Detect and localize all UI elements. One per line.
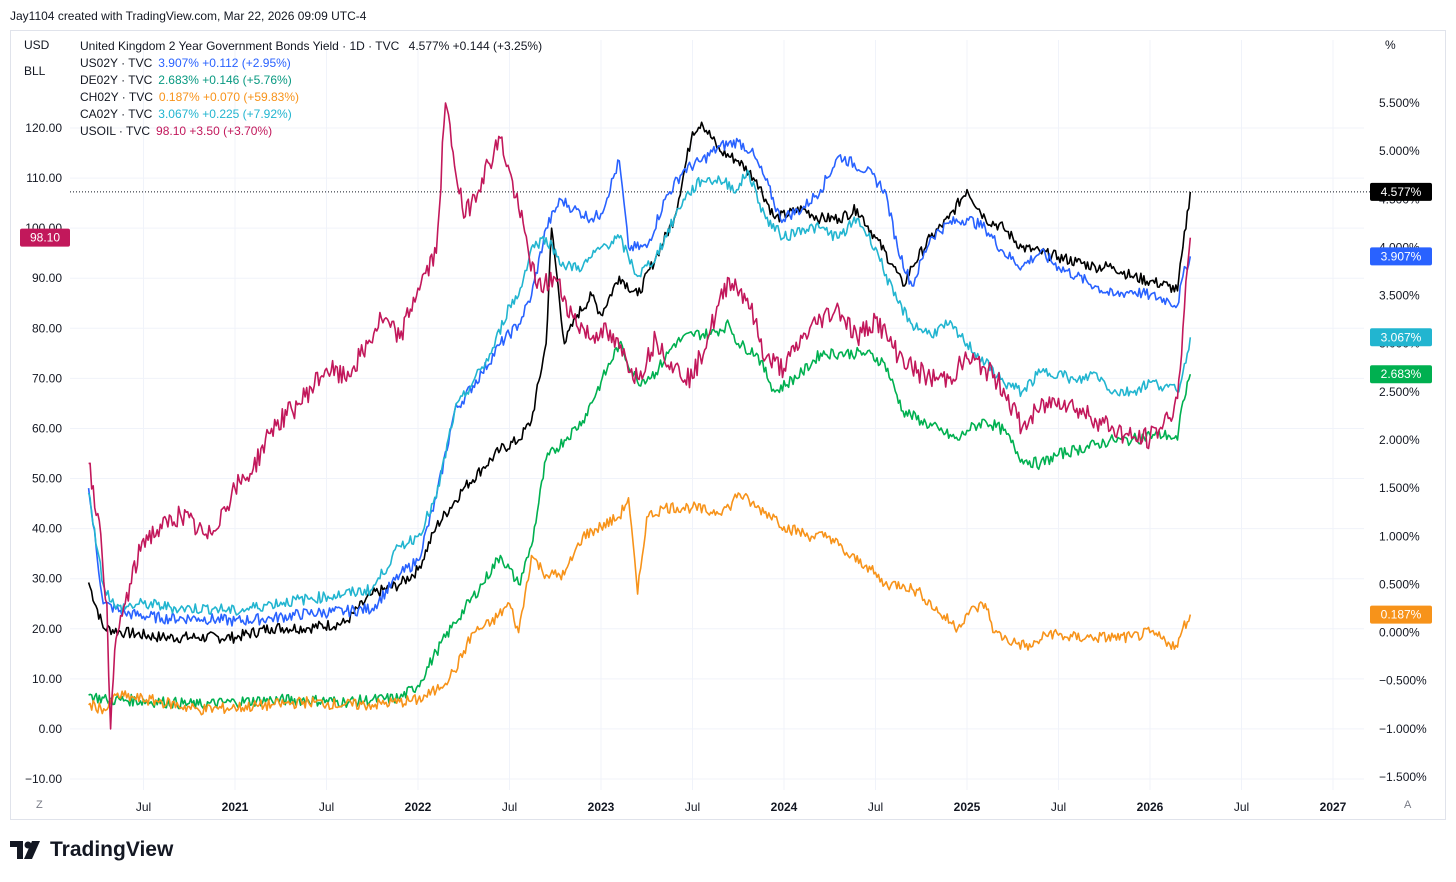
series-line-us02y [87,137,1192,627]
x-axis-tick: 2025 [954,800,981,814]
currency-unit-left[interactable]: USD [24,38,50,52]
zoom-button[interactable]: Z [36,799,43,811]
series-line-ca02y [87,169,1192,616]
left-axis-tick: 10.00 [32,672,62,686]
x-axis-tick: Jul [136,800,151,814]
right-axis-tick: 1.000% [1379,529,1420,543]
x-axis-tick: Jul [868,800,883,814]
series-line-usoil [88,102,1192,730]
last-value-tag: 2.683% [1381,367,1422,381]
right-axis-tick: 0.000% [1379,626,1420,640]
last-value-tag: 3.907% [1381,249,1422,263]
tradingview-logo[interactable]: TradingView [10,838,173,862]
tradingview-brand: TradingView [50,838,174,861]
x-axis-tick: Jul [319,800,334,814]
legend-main-symbol: United Kingdom 2 Year Government Bonds Y… [80,39,400,53]
x-axis-tick: 2026 [1137,800,1164,814]
x-axis-tick: 2024 [771,800,798,814]
last-value-tag: 3.067% [1381,330,1422,344]
right-axis-tick: 2.500% [1379,385,1420,399]
legend-symbol: CH02Y · TVC [80,90,153,104]
legend-row[interactable]: DE02Y · TVC 2.683% +0.146 (+5.76%) [80,72,542,89]
legend-values: 3.067% +0.225 (+7.92%) [158,107,292,121]
last-value-tag-bg [1370,605,1432,624]
series-line-uk02y [87,121,1192,644]
right-axis-tick: −1.500% [1379,770,1427,784]
last-value-tag: 98.10 [30,231,60,245]
legend-symbol: USOIL · TVC [80,124,151,138]
x-axis-tick: 2021 [222,800,249,814]
legend-symbol: US02Y · TVC [80,56,153,70]
chart-credit: Jay1104 created with TradingView.com, Ma… [10,9,367,23]
x-axis-tick: Jul [685,800,700,814]
left-axis-tick: 80.00 [32,321,62,335]
x-axis-tick: 2027 [1320,800,1347,814]
left-axis-tick: 30.00 [32,572,62,586]
last-value-tag: 4.577% [1381,185,1422,199]
tradingview-logo-icon [10,841,40,859]
left-axis-tick: 90.00 [32,271,62,285]
legend: United Kingdom 2 Year Government Bonds Y… [80,38,542,140]
x-axis-tick: Jul [502,800,517,814]
x-axis-tick: Jul [1051,800,1066,814]
left-axis-tick: 50.00 [32,472,62,486]
last-value-tag-bg [1370,182,1432,201]
legend-values: 0.187% +0.070 (+59.83%) [158,90,300,104]
right-axis-tick: 1.500% [1379,481,1420,495]
right-axis-tick: 3.500% [1379,289,1420,303]
left-axis-tick: 120.00 [25,121,62,135]
legend-main-row[interactable]: United Kingdom 2 Year Government Bonds Y… [80,38,542,55]
unit-label-right[interactable]: % [1385,38,1396,52]
legend-row[interactable]: CA02Y · TVC 3.067% +0.225 (+7.92%) [80,106,542,123]
legend-values: 98.10 +3.50 (+3.70%) [156,124,273,138]
last-value-tag: 0.187% [1381,608,1422,622]
right-axis-tick: 2.000% [1379,433,1420,447]
left-axis-tick: 70.00 [32,371,62,385]
legend-values: 2.683% +0.146 (+5.76%) [158,73,292,87]
right-axis-tick: 5.000% [1379,144,1420,158]
left-axis-tick: −10.00 [25,772,62,786]
right-axis-tick: 0.500% [1379,577,1420,591]
chart-frame[interactable] [10,30,1446,820]
left-axis-tick: 40.00 [32,522,62,536]
series-line-de02y [88,319,1192,711]
legend-values: 3.907% +0.112 (+2.95%) [158,56,291,70]
left-axis-tick: 20.00 [32,622,62,636]
right-axis-tick: −0.500% [1379,674,1427,688]
legend-row[interactable]: US02Y · TVC 3.907% +0.112 (+2.95%) [80,55,542,72]
x-axis-tick: Jul [1234,800,1249,814]
unit-label-left[interactable]: BLL [24,64,46,78]
x-axis-tick: 2022 [405,800,432,814]
last-value-tag-bg [1370,365,1432,384]
left-axis-tick: 110.00 [26,171,62,185]
x-axis-tick: 2023 [588,800,615,814]
auto-scale-button[interactable]: A [1404,799,1412,811]
legend-row[interactable]: USOIL · TVC 98.10 +3.50 (+3.70%) [80,123,542,140]
legend-symbol: DE02Y · TVC [80,73,153,87]
series-line-ch02y [88,492,1192,716]
left-axis-tick: 60.00 [32,421,62,435]
right-axis-tick: 5.500% [1379,96,1420,110]
right-axis-tick: −1.000% [1379,722,1427,736]
legend-row[interactable]: CH02Y · TVC 0.187% +0.070 (+59.83%) [80,89,542,106]
legend-main-values: 4.577% +0.144 (+3.25%) [408,39,543,53]
last-value-tag-bg [20,228,70,247]
last-value-tag-bg [1370,328,1432,347]
legend-symbol: CA02Y · TVC [80,107,153,121]
left-axis-tick: 0.00 [39,722,63,736]
last-value-tag-bg [1370,247,1432,266]
